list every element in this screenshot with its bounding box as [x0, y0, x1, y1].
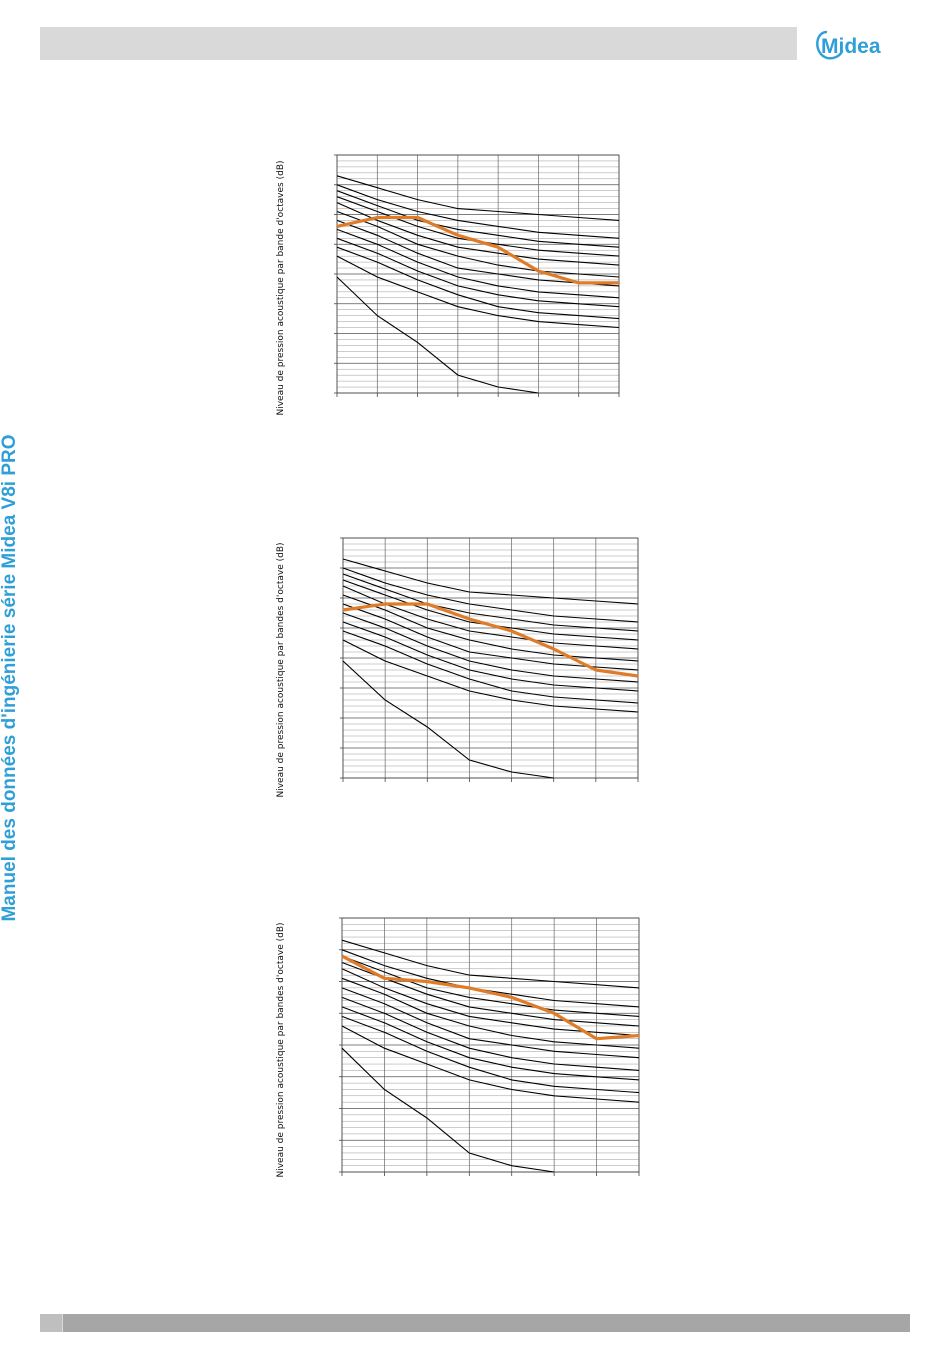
reference-curve	[336, 202, 620, 266]
reference-curve	[341, 961, 640, 1027]
footer-page-tab	[40, 1314, 63, 1332]
reference-curve	[341, 1006, 640, 1081]
reference-curve	[342, 567, 639, 623]
plot-border	[342, 537, 639, 779]
plot-border	[336, 154, 620, 394]
reference-curve	[341, 977, 640, 1049]
chart-3: Niveau de pression acoustique par bandes…	[276, 917, 640, 1178]
measured-series-line	[342, 602, 639, 678]
reference-curve	[336, 255, 620, 329]
reference-curve	[336, 184, 620, 239]
chart-2: Niveau de pression acoustique par bandes…	[276, 537, 639, 798]
y-axis-label: Niveau de pression acoustique par bande …	[276, 160, 286, 415]
reference-curve	[342, 660, 554, 779]
reference-curve	[342, 621, 639, 692]
reference-curve	[341, 968, 640, 1037]
y-axis-label: Niveau de pression acoustique par bandes…	[276, 922, 286, 1177]
reference-curve	[341, 996, 640, 1071]
reference-curve	[342, 630, 639, 704]
header-bar	[40, 27, 797, 60]
reference-curve	[336, 246, 620, 320]
reference-curve	[341, 939, 640, 989]
reference-curve	[342, 612, 639, 683]
reference-curve	[342, 594, 639, 662]
reference-curve	[342, 558, 639, 605]
reference-curve	[336, 210, 620, 278]
measured-series-line	[341, 954, 640, 1041]
reference-curve	[342, 585, 639, 650]
reference-curve	[341, 1025, 640, 1103]
reference-curve	[341, 1015, 640, 1094]
footer-bar	[40, 1314, 910, 1332]
midea-logo: Midea	[816, 30, 881, 60]
reference-curve	[336, 228, 620, 299]
chart-1: Niveau de pression acoustique par bande …	[276, 154, 620, 416]
reference-curve	[341, 987, 640, 1059]
reference-curve	[341, 955, 640, 1017]
reference-curve	[341, 1047, 555, 1173]
plot-border	[341, 917, 640, 1173]
svg-text:Midea: Midea	[821, 35, 881, 58]
reference-curve	[336, 190, 620, 248]
reference-curve	[342, 639, 639, 713]
reference-curve	[336, 276, 539, 394]
measured-series-line	[336, 215, 619, 285]
y-axis-label: Niveau de pression acoustique par bandes…	[276, 542, 286, 797]
reference-curve	[336, 237, 620, 308]
reference-curve	[336, 175, 620, 221]
reference-curve	[342, 573, 639, 632]
